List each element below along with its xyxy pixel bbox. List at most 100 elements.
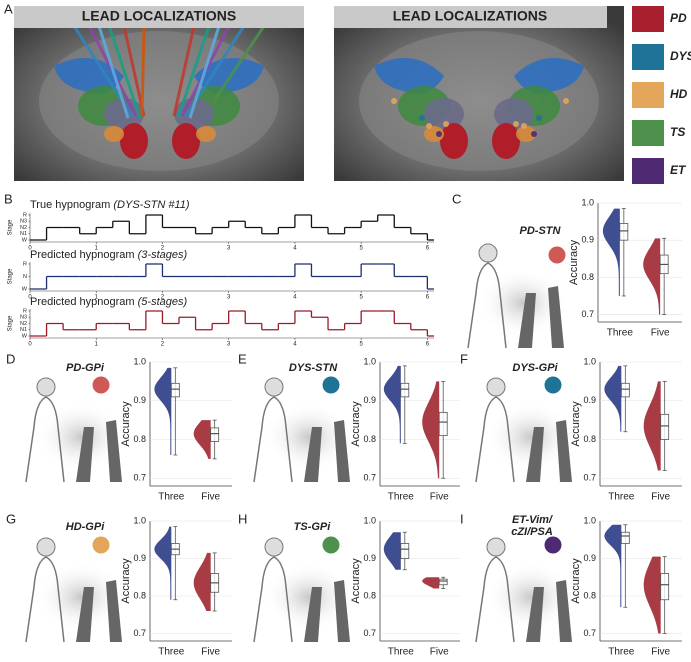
y-tick-label: 0.9 (583, 395, 596, 405)
violin (604, 524, 622, 608)
box (620, 382, 630, 398)
panel-title: PD-STN (520, 225, 562, 237)
panel-title: ET-Vim/ (512, 514, 554, 526)
illustration (253, 396, 293, 483)
panel-title: PD-GPi (66, 362, 105, 374)
legend-label: HD (670, 87, 688, 101)
illustration (76, 580, 122, 642)
box (660, 573, 670, 601)
image-title: LEAD LOCALIZATIONS (82, 8, 237, 24)
x-tick-label: Three (388, 492, 415, 503)
condition-marker (92, 536, 110, 554)
y-tick-label: 0.9 (581, 235, 594, 245)
y-axis-label: Accuracy (568, 239, 580, 285)
panel-label: H (238, 511, 247, 526)
y-tick-label: 1.0 (363, 515, 376, 525)
illustration-shadow (478, 268, 568, 338)
x-tick-label: Five (651, 647, 670, 658)
legend: PD DYS HD TS ET (632, 6, 691, 184)
y-tick-label: 0.9 (363, 395, 376, 405)
legend-swatch (632, 6, 664, 32)
illustration (475, 556, 515, 643)
box (400, 382, 410, 398)
x-tick-label: 3 (227, 246, 231, 252)
legend-label: ET (670, 163, 687, 177)
illustration-shadow (486, 562, 576, 632)
illustration (304, 580, 350, 642)
illustration (486, 377, 506, 397)
illustration (526, 580, 572, 642)
illustration (475, 396, 515, 483)
panel-title: DYS-STN (289, 362, 338, 374)
x-tick-label: 5 (359, 246, 363, 252)
violin (602, 208, 620, 296)
violin (422, 381, 440, 479)
panel-label: G (6, 511, 16, 526)
image-title: LEAD LOCALIZATIONS (393, 8, 548, 24)
illustration (36, 377, 56, 397)
charts: B True hypnogram (DYS-STN #11)StageRN3N2N… (4, 191, 682, 658)
x-tick-label: 5 (359, 342, 363, 348)
x-tick-label: Three (158, 647, 185, 658)
y-tick-label: 0.8 (363, 590, 376, 600)
title-text: True hypnogram (30, 199, 110, 211)
x-tick-label: 0 (28, 342, 32, 348)
condition-marker (544, 536, 562, 554)
y-tick-label: 0.8 (583, 434, 596, 444)
y-axis-label: Accuracy (350, 558, 362, 604)
illustration (467, 262, 507, 349)
x-tick-label: Three (607, 328, 634, 339)
illustration (518, 286, 564, 348)
box (438, 411, 448, 437)
y-tick-label: 0.7 (133, 473, 146, 483)
x-tick-label: Five (651, 492, 670, 503)
panel-label: B (4, 191, 13, 206)
x-tick-label: 6 (426, 295, 430, 301)
illustration-shadow (264, 562, 354, 632)
title-condition: (3-stages) (138, 249, 188, 261)
illustration (36, 537, 56, 557)
x-tick-label: 1 (95, 295, 99, 301)
x-tick-label: 2 (161, 295, 165, 301)
y-tick-label: 0.7 (133, 628, 146, 638)
y-axis-label: Accuracy (350, 401, 362, 447)
y-tick-label: 0.7 (363, 628, 376, 638)
illustration (304, 420, 350, 482)
y-tick-label: N2 (20, 321, 27, 327)
condition-marker (322, 376, 340, 394)
y-tick-label: 0.7 (581, 309, 594, 319)
violin (383, 365, 401, 444)
x-tick-label: Five (201, 492, 220, 503)
violin (193, 420, 211, 459)
x-tick-label: 1 (95, 342, 99, 348)
y-tick-label: R (23, 308, 27, 314)
violin (643, 381, 661, 471)
illustration-shadow (36, 562, 126, 632)
panel-title: cZI/PSA (511, 526, 553, 538)
x-tick-label: 0 (28, 295, 32, 301)
violin (643, 556, 661, 634)
y-tick-label: 0.7 (363, 473, 376, 483)
y-tick-label: N (23, 274, 27, 280)
panel-label: D (6, 351, 15, 366)
x-tick-label: Three (608, 492, 635, 503)
y-tick-label: 0.8 (581, 272, 594, 282)
legend-label: DYS (670, 49, 691, 63)
x-tick-label: 6 (426, 342, 430, 348)
box (170, 382, 180, 398)
title-text: Predicted hypnogram (30, 249, 135, 261)
x-tick-label: Three (608, 647, 635, 658)
y-tick-label: 0.9 (363, 553, 376, 563)
y-tick-label: 1.0 (363, 356, 376, 366)
hypnogram-title: True hypnogram (DYS-STN #11) (30, 199, 190, 211)
y-tick-label: 1.0 (133, 356, 146, 366)
x-tick-label: Five (430, 647, 449, 658)
y-axis-label: Accuracy (570, 401, 582, 447)
illustration (253, 556, 293, 643)
y-tick-label: 0.9 (133, 553, 146, 563)
y-axis-label: Accuracy (570, 558, 582, 604)
y-tick-label: N1 (20, 327, 27, 333)
y-tick-label: 0.8 (583, 590, 596, 600)
violin (193, 552, 211, 611)
legend-label: PD (670, 11, 687, 25)
